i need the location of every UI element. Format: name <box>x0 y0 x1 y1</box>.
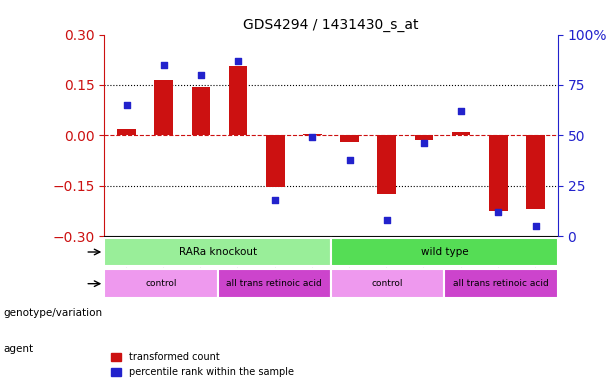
Point <box>308 134 318 141</box>
Text: GSM775295: GSM775295 <box>164 237 173 283</box>
Point <box>456 108 466 114</box>
Point <box>159 62 169 68</box>
Legend: transformed count, percentile rank within the sample: transformed count, percentile rank withi… <box>109 350 295 379</box>
Text: GSM775300: GSM775300 <box>313 237 321 283</box>
FancyBboxPatch shape <box>444 270 558 298</box>
Point <box>382 217 392 223</box>
FancyBboxPatch shape <box>331 238 558 266</box>
Text: GSM775297: GSM775297 <box>387 237 396 283</box>
Point <box>233 58 243 64</box>
Bar <box>489 136 508 211</box>
Text: GSM775293: GSM775293 <box>349 237 359 283</box>
Text: GSM775298: GSM775298 <box>498 237 508 283</box>
Bar <box>452 132 470 136</box>
Text: GSM775299: GSM775299 <box>201 237 210 283</box>
Text: GSM775292: GSM775292 <box>238 237 247 283</box>
Bar <box>154 80 173 136</box>
Point <box>196 72 206 78</box>
Text: agent: agent <box>3 344 33 354</box>
Point <box>121 102 131 108</box>
Point <box>419 141 429 147</box>
Text: GSM775301: GSM775301 <box>424 237 433 283</box>
Point <box>270 197 280 203</box>
Bar <box>414 136 433 141</box>
Text: all trans retinoic acid: all trans retinoic acid <box>453 279 549 288</box>
FancyBboxPatch shape <box>104 270 218 298</box>
Text: GSM775296: GSM775296 <box>275 237 284 283</box>
Text: genotype/variation: genotype/variation <box>3 308 102 318</box>
Bar <box>192 87 210 136</box>
Point <box>345 157 354 163</box>
Text: wild type: wild type <box>421 247 468 257</box>
Text: all trans retinoic acid: all trans retinoic acid <box>226 279 322 288</box>
Bar <box>117 129 136 136</box>
Bar <box>303 134 322 136</box>
FancyBboxPatch shape <box>331 270 444 298</box>
Text: control: control <box>372 279 403 288</box>
Point <box>531 223 541 229</box>
Title: GDS4294 / 1431430_s_at: GDS4294 / 1431430_s_at <box>243 18 419 32</box>
Text: GSM775294: GSM775294 <box>461 237 470 283</box>
Text: GSM775291: GSM775291 <box>126 237 135 283</box>
FancyBboxPatch shape <box>218 270 331 298</box>
Bar <box>378 136 396 194</box>
Text: GSM775302: GSM775302 <box>536 237 544 283</box>
Bar <box>229 66 248 136</box>
Bar <box>526 136 545 209</box>
Point <box>493 209 503 215</box>
Text: control: control <box>145 279 177 288</box>
FancyBboxPatch shape <box>104 238 331 266</box>
Bar <box>340 136 359 142</box>
Bar <box>266 136 284 187</box>
Text: RARa knockout: RARa knockout <box>178 247 257 257</box>
